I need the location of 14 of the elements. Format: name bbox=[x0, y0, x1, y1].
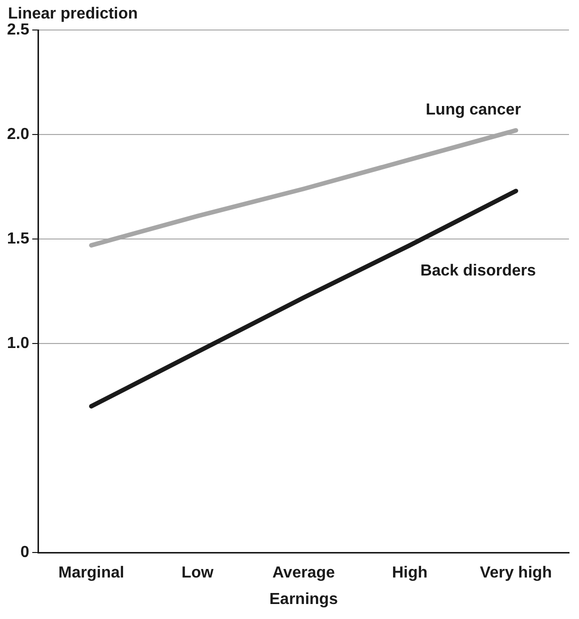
series-label: Lung cancer bbox=[426, 102, 521, 119]
y-tick-label: 2.5 bbox=[6, 21, 30, 38]
y-tick-label: 1.0 bbox=[6, 334, 30, 352]
x-axis-title: Earnings bbox=[269, 590, 338, 608]
x-tick-label: Marginal bbox=[58, 564, 124, 582]
x-tick-label: Very high bbox=[480, 564, 552, 582]
x-tick-label: High bbox=[392, 564, 428, 582]
series-label: Back disorders bbox=[420, 262, 536, 280]
x-tick-label: Low bbox=[181, 564, 214, 582]
y-axis-title: Linear prediction bbox=[8, 5, 138, 22]
x-tick-label: Average bbox=[272, 564, 335, 582]
y-tick-label: 2.0 bbox=[6, 126, 30, 143]
y-tick-label: 0 bbox=[20, 544, 30, 562]
y-tick-label: 1.5 bbox=[6, 230, 30, 248]
